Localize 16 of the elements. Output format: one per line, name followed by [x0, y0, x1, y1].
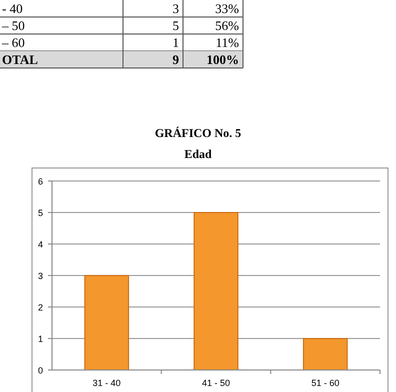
chart-title: GRÁFICO No. 5 — [154, 126, 242, 140]
y-tick-label: 1 — [38, 334, 43, 344]
x-tick-label: 31 - 40 — [92, 378, 121, 388]
y-tick-label: 4 — [38, 240, 43, 250]
y-tick-label: 5 — [38, 208, 43, 218]
x-tick-label: 41 - 50 — [202, 378, 230, 388]
bar — [194, 212, 238, 370]
bar — [302, 338, 348, 370]
x-tick-label: 51 - 60 — [311, 378, 340, 388]
bar — [84, 275, 130, 370]
y-tick-label: 0 — [38, 366, 43, 376]
data-table: - 40 3 33% – 50 5 56% – 60 1 11% OTAL 9 100% — [0, 0, 244, 68]
y-tick-label: 6 — [38, 176, 43, 186]
y-tick-label: 2 — [38, 302, 43, 312]
y-tick-label: 3 — [38, 271, 43, 281]
chart-subtitle: Edad — [184, 147, 212, 161]
